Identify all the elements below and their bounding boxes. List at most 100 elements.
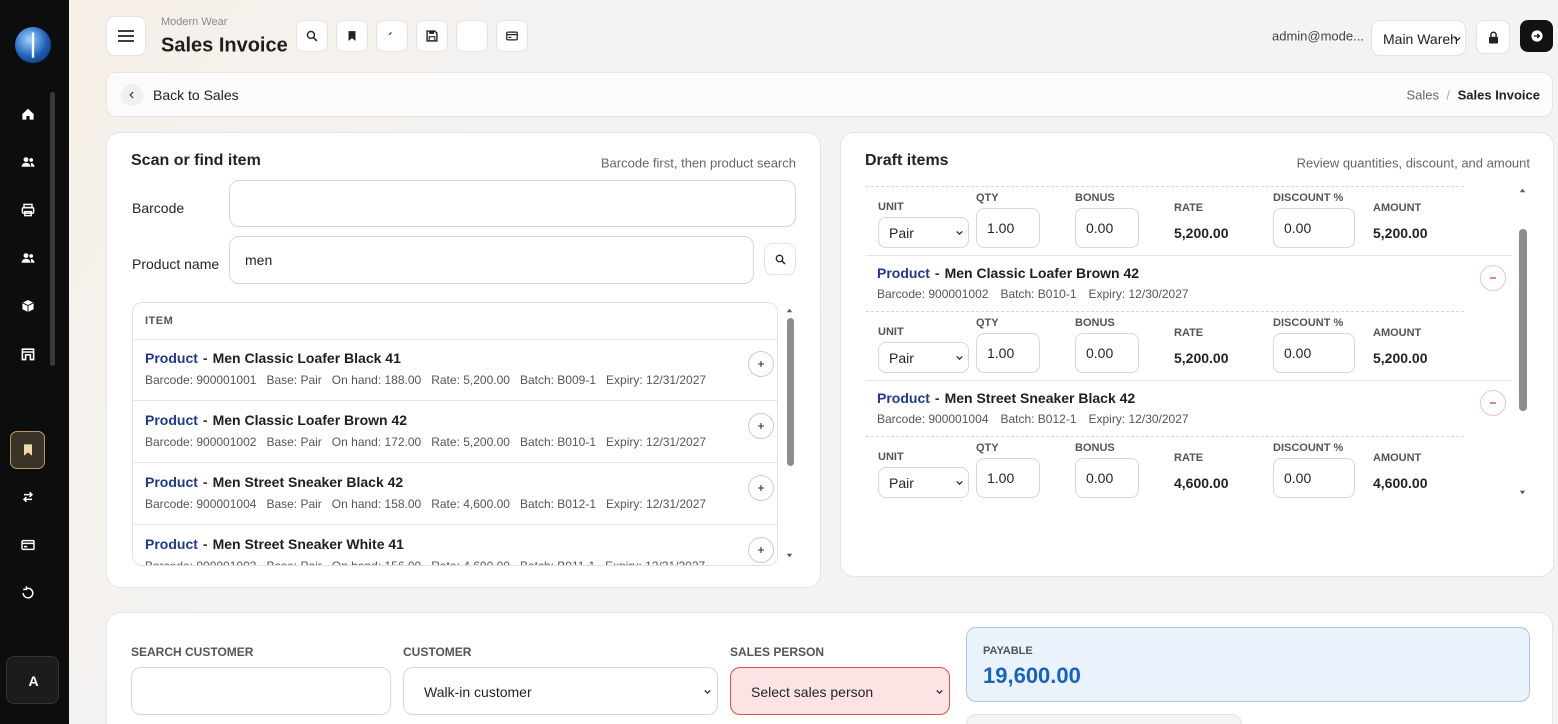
warehouse-select[interactable]: Main Wareh	[1371, 20, 1466, 56]
draft-meta: Barcode: 900001002 Batch: B010-1 Expiry: 1…	[877, 287, 1437, 303]
customer-select[interactable]: Walk-in customer	[403, 667, 718, 715]
nav-item[interactable]	[10, 95, 45, 133]
sidebar: A	[0, 0, 69, 724]
bonus-input[interactable]: 0.00	[1075, 208, 1139, 248]
field-label: BONUS	[1075, 442, 1115, 454]
qty-input[interactable]: 1.00	[976, 333, 1040, 373]
draft-meta-item: Expiry: 12/30/2027	[1088, 412, 1189, 426]
card-hint: Review quantities, discount, and amount	[1296, 155, 1530, 171]
scroll-down	[786, 553, 793, 558]
menu-button[interactable]	[106, 16, 146, 56]
payable-label: PAYABLE	[983, 645, 1033, 657]
nav-icon	[21, 348, 34, 361]
field-label: UNIT	[878, 451, 904, 463]
nav-item[interactable]	[10, 143, 45, 181]
field-label: UNIT	[878, 201, 904, 213]
nav-item[interactable]	[10, 287, 45, 325]
draft-type: Product	[877, 265, 930, 281]
unit-value: Pair	[889, 475, 914, 491]
summary-box	[966, 714, 1242, 724]
barcode-input[interactable]	[229, 180, 796, 227]
bonus-input[interactable]: 0.00	[1075, 458, 1139, 498]
item-type: Product	[145, 412, 198, 428]
nav-item[interactable]	[10, 431, 45, 469]
nav-icon-shape	[28, 254, 33, 258]
search-button[interactable]	[764, 243, 796, 275]
nav-item[interactable]	[10, 478, 45, 516]
nav-item[interactable]	[10, 191, 45, 229]
nav-item[interactable]	[10, 382, 45, 420]
nav-icon-shape	[21, 206, 34, 214]
select-chevron	[956, 480, 963, 486]
item-row[interactable]: Product - Men Street Sneaker Black 42 Barco…	[133, 463, 777, 525]
item-name-line: Product - Men Street Sneaker Black 42	[145, 472, 705, 492]
nav-icon-shape	[21, 108, 34, 120]
item-row[interactable]: Product - Men Classic Loafer Black 41 Barco…	[133, 339, 777, 401]
page-title: Sales Invoice	[161, 34, 288, 57]
nav-item[interactable]	[10, 335, 45, 373]
lock-icon-shape	[1488, 36, 1498, 43]
discount-input[interactable]: 0.00	[1273, 333, 1355, 373]
field-label: RATE	[1174, 202, 1204, 214]
add-item-button[interactable]	[748, 475, 774, 501]
toolbar-button[interactable]	[456, 20, 488, 52]
field-label: DISCOUNT %	[1273, 192, 1344, 204]
bonus-input[interactable]: 0.00	[1075, 333, 1139, 373]
select-chevron-shape	[704, 689, 711, 695]
qty-value: 1.00	[987, 345, 1015, 361]
nav-icon	[22, 491, 33, 503]
customer-search-input[interactable]	[131, 667, 391, 715]
nav-item[interactable]	[10, 239, 45, 277]
item-name-line: Product - Men Classic Loafer Black 41	[145, 348, 705, 368]
product-input[interactable]: men	[229, 236, 754, 284]
draft-card: Draft items Review quantities, discount, …	[840, 132, 1554, 577]
qty-input[interactable]: 1.00	[976, 208, 1040, 248]
qty-input[interactable]: 1.00	[976, 458, 1040, 498]
add-item-button[interactable]	[748, 351, 774, 377]
draft-meta-item: Barcode: 900001004	[877, 412, 989, 426]
logout-button[interactable]	[1520, 20, 1553, 52]
toolbar-button[interactable]	[496, 20, 528, 52]
unit-select[interactable]: Pair	[878, 217, 969, 248]
unit-select[interactable]: Pair	[878, 467, 969, 498]
draft-name: Men Classic Loafer Brown 42	[944, 265, 1140, 281]
select-chevron-shape	[956, 355, 963, 361]
toolbar-icon-shape	[313, 37, 318, 42]
discount-input[interactable]: 0.00	[1273, 458, 1355, 498]
nav-icon-shape	[23, 210, 32, 217]
card-title: Draft items	[865, 152, 949, 169]
add-item-button[interactable]	[748, 413, 774, 439]
nav-icon-shape	[21, 542, 34, 548]
field-label: QTY	[976, 192, 999, 204]
field-label: AMOUNT	[1373, 327, 1422, 339]
nav-item[interactable]	[10, 574, 45, 612]
scroll-thumb	[1519, 229, 1527, 411]
avatar[interactable]: A	[6, 656, 59, 704]
toolbar-button[interactable]	[416, 20, 448, 52]
item-row[interactable]: Product - Men Street Sneaker White 41 Barco…	[133, 525, 777, 566]
nav-icon-shape	[21, 586, 33, 599]
toolbar-button[interactable]	[376, 20, 408, 52]
toolbar-button[interactable]	[336, 20, 368, 52]
remove-item-button[interactable]	[1480, 265, 1506, 291]
lock-button[interactable]	[1476, 20, 1510, 54]
item-detail: Barcode: 900001001	[145, 373, 257, 387]
add-item-button[interactable]	[748, 537, 774, 563]
plus-icon-shape	[758, 485, 764, 491]
search-icon-shape	[780, 259, 786, 265]
item-detail: On hand: 158.00	[331, 497, 422, 511]
toolbar-icon-shape	[348, 31, 356, 41]
back-button[interactable]	[121, 84, 143, 106]
nav-item[interactable]	[10, 526, 45, 564]
toolbar-button[interactable]	[296, 20, 328, 52]
sales-person-select[interactable]: Select sales person	[730, 667, 950, 715]
remove-item-button[interactable]	[1480, 390, 1506, 416]
toolbar-icon-shape	[428, 36, 436, 42]
item-detail: Base: Pair	[266, 559, 322, 566]
plus-icon	[758, 423, 764, 429]
item-row[interactable]: Product - Men Classic Loafer Brown 42 Barco…	[133, 401, 777, 463]
item-detail: Base: Pair	[266, 373, 322, 387]
unit-select[interactable]: Pair	[878, 342, 969, 373]
discount-input[interactable]: 0.00	[1273, 208, 1355, 248]
